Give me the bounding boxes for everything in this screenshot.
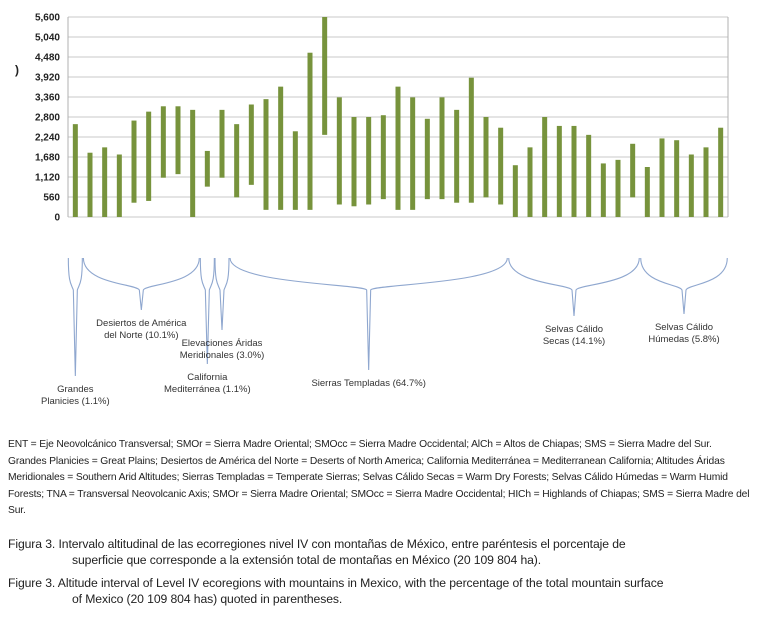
range-bar	[336, 97, 342, 205]
range-bar	[454, 109, 460, 203]
range-bar	[615, 159, 621, 217]
caption-spanish: Figura 3. Intervalo altitudinal de las e…	[8, 537, 754, 568]
range-bar	[278, 86, 284, 210]
caption-spanish-line2: superficie que corresponde a la extensió…	[72, 552, 542, 567]
range-bar	[674, 140, 680, 217]
range-bar	[175, 106, 181, 175]
range-bar	[483, 117, 489, 198]
range-bar	[248, 104, 254, 185]
group-brace	[82, 257, 200, 311]
y-tick-label: 0	[54, 213, 60, 224]
range-bar	[160, 106, 166, 178]
range-bar	[512, 165, 518, 217]
group-brace	[67, 257, 83, 377]
range-bar	[527, 147, 533, 217]
range-bar	[439, 97, 445, 200]
range-bar	[380, 115, 386, 200]
y-tick-label: 1,680	[35, 153, 60, 164]
range-bar	[410, 97, 416, 210]
group-brace	[199, 257, 215, 365]
range-bar	[395, 86, 401, 210]
range-bar	[307, 52, 313, 210]
range-bar	[498, 127, 504, 205]
range-bar	[630, 143, 636, 198]
y-tick-label: 2,800	[35, 113, 60, 124]
group-label: Húmedas (5.8%)	[648, 334, 719, 345]
group-label: Selvas Cálido	[655, 322, 713, 333]
range-bar	[644, 167, 650, 217]
y-tick-label: 2,240	[35, 133, 60, 144]
range-bar	[146, 111, 152, 201]
range-bar	[102, 147, 108, 217]
y-tick-label: 3,920	[35, 73, 60, 84]
range-bar	[322, 17, 328, 135]
group-label: Grandes	[57, 384, 94, 395]
caption-spanish-line1: Figura 3. Intervalo altitudinal de las e…	[8, 537, 626, 551]
range-bar	[263, 99, 269, 210]
range-bar	[366, 117, 372, 205]
bar-series	[72, 17, 724, 217]
group-label: Secas (14.1%)	[543, 336, 605, 347]
range-bar	[351, 117, 357, 207]
group-brace	[229, 257, 508, 371]
range-bar	[219, 109, 225, 178]
range-bar	[586, 134, 592, 217]
group-label: California	[187, 372, 228, 383]
group-brace	[508, 257, 640, 317]
group-label: Mediterránea (1.1%)	[164, 384, 251, 395]
range-bar	[703, 147, 709, 217]
range-bar	[542, 117, 548, 217]
group-label: Planicies (1.1%)	[41, 396, 110, 407]
y-tick-label: 4,480	[35, 53, 60, 64]
range-bar	[190, 109, 196, 217]
range-bar	[116, 154, 122, 217]
y-axis-label: )	[15, 63, 19, 77]
group-label: del Norte (10.1%)	[104, 330, 178, 341]
y-axis: 0 560 1,120 1,680 2,240 2,800 3,360 3,920 4,480 5…	[35, 13, 60, 224]
range-bar	[571, 125, 577, 217]
range-bar	[72, 124, 78, 217]
group-label: Sierras Templadas (64.7%)	[311, 378, 425, 389]
range-bar	[688, 154, 694, 217]
range-bar	[204, 150, 210, 187]
range-bar	[292, 131, 298, 210]
range-bar	[87, 152, 93, 217]
group-label: Selvas Cálido	[545, 324, 603, 335]
range-bar	[718, 127, 724, 217]
y-tick-label: 5,600	[35, 13, 60, 24]
group-brace	[214, 257, 230, 331]
y-tick-label: 3,360	[35, 93, 60, 104]
range-bar	[659, 138, 665, 217]
caption-english-line1: Figure 3. Altitude interval of Level IV …	[8, 576, 664, 590]
group-label: Desiertos de América	[96, 318, 187, 329]
range-bar	[234, 124, 240, 198]
group-label: Elevaciones Áridas	[182, 338, 263, 349]
abbreviation-legend: ENT = Eje Neovolcánico Transversal; SMOr…	[8, 439, 750, 516]
y-tick-label: 5,040	[35, 33, 60, 44]
range-bar	[468, 77, 474, 203]
range-bar	[600, 163, 606, 217]
range-bar	[556, 125, 562, 217]
altitude-chart: 0 560 1,120 1,680 2,240 2,800 3,360 3,920 4,480 5…	[15, 13, 729, 407]
group-brace	[640, 257, 728, 315]
y-tick-label: 560	[43, 193, 60, 204]
range-bar	[131, 120, 137, 203]
caption-english: Figure 3. Altitude interval of Level IV …	[8, 576, 754, 607]
y-tick-label: 1,120	[35, 173, 60, 184]
group-label: Meridionales (3.0%)	[180, 350, 264, 361]
caption-english-line2: of Mexico (20 109 804 has) quoted in par…	[72, 591, 343, 606]
range-bar	[424, 118, 430, 200]
